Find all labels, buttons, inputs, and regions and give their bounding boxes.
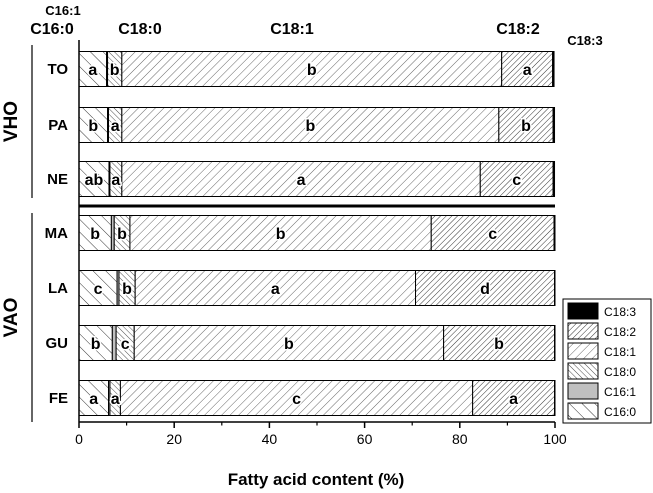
category-label-ma: MA <box>45 225 68 242</box>
bar-ne-c18-2 <box>479 161 554 197</box>
bar-la-c18-1 <box>134 270 417 306</box>
bar-ne-c18-3 <box>552 161 556 197</box>
bar-gu-c18-2 <box>443 325 556 361</box>
sig-letter-pa-c18-1: b <box>305 118 315 135</box>
sig-letter-ne-c18-2: c <box>512 172 521 189</box>
category-label-fe: FE <box>49 390 68 407</box>
legend-label-c18-2: C18:2 <box>604 325 636 339</box>
category-label-gu: GU <box>46 335 69 352</box>
sig-letter-fe-c16-0: a <box>89 391 98 408</box>
legend-swatch-c18-2 <box>567 322 599 340</box>
sig-letter-pa-c18-2: b <box>521 118 531 135</box>
bar-fe-c18-2 <box>472 380 556 416</box>
bar-pa-c18-2 <box>498 107 554 143</box>
legend-label-c16-0: C16:0 <box>604 405 636 419</box>
x-tick-label-80: 80 <box>452 431 468 447</box>
bar-ne-c18-1 <box>121 161 481 197</box>
bar-fe-c18-1 <box>119 380 474 416</box>
sig-letter-gu-c18-1: b <box>284 336 294 353</box>
top-label-c18-2: C18:2 <box>496 21 540 38</box>
category-label-ne: NE <box>47 171 68 188</box>
bar-to-c18-3 <box>552 51 555 87</box>
series-top-labels: C16:0 C16:1 C18:0 C18:1 C18:2 C18:3 <box>30 3 603 48</box>
group-labels: VHO VAO <box>1 45 33 422</box>
bar-pa-c18-1 <box>121 107 500 143</box>
top-label-c18-0: C18:0 <box>118 21 162 38</box>
top-label-c16-1: C16:1 <box>45 3 80 18</box>
sig-letter-ma-c18-0: b <box>117 226 127 243</box>
sig-letter-la-c16-0: c <box>94 281 103 298</box>
sig-letter-ne-c18-1: a <box>297 172 306 189</box>
sig-letter-to-c18-0: b <box>110 62 120 79</box>
category-labels: TO PA NE MA LA GU FE <box>45 61 69 407</box>
group-label-vao: VAO <box>1 298 22 338</box>
legend-label-c18-1: C18:1 <box>604 345 636 359</box>
bar-fe-c16-0 <box>78 380 110 416</box>
category-label-pa: PA <box>48 117 68 134</box>
x-tick-label-20: 20 <box>166 431 182 447</box>
sig-letter-ma-c16-0: b <box>90 226 100 243</box>
bar-gu-c18-1 <box>133 325 445 361</box>
sig-letter-to-c16-0: a <box>88 62 97 79</box>
sig-letter-gu-c16-0: b <box>91 336 101 353</box>
top-label-c18-3: C18:3 <box>567 33 602 48</box>
legend-swatch-c18-1 <box>567 342 599 360</box>
legend-label-c16-1: C16:1 <box>604 385 636 399</box>
legend: C18:3 C18:2 C18:1 C18:0 C16:1 C16:0 <box>562 298 652 424</box>
x-axis-label: Fatty acid content (%) <box>228 470 405 489</box>
legend-label-c18-3: C18:3 <box>604 305 636 319</box>
x-tick-label-40: 40 <box>262 431 278 447</box>
bar-pa-c16-0 <box>78 107 109 143</box>
bar-ma-c18-2 <box>430 215 555 251</box>
legend-label-c18-0: C18:0 <box>604 365 636 379</box>
legend-swatch-c16-1 <box>567 382 599 400</box>
sig-letter-la-c18-1: a <box>271 281 280 298</box>
sig-letter-la-c18-0: b <box>122 281 132 298</box>
sig-letter-ma-c18-1: b <box>276 226 286 243</box>
bar-to-c18-2 <box>501 51 554 87</box>
significance-letters: a b b ab a b bab a a cb b b cc b a db c b ba a c a <box>83 61 533 410</box>
sig-letter-ne-c18-0: a <box>111 172 120 189</box>
sig-letter-ne-c16-0: ab <box>85 172 104 189</box>
bar-ma-c16-0 <box>78 215 112 251</box>
sig-letter-fe-c18-1: c <box>292 391 301 408</box>
sig-letter-fe-c18-0: a <box>111 391 120 408</box>
legend-swatch-c18-0 <box>567 362 599 380</box>
group-label-vho: VHO <box>1 101 22 142</box>
sig-letter-ma-c18-2: c <box>488 226 497 243</box>
sig-letter-to-c18-2: a <box>523 62 532 79</box>
bar-pa-c18-3 <box>552 107 556 143</box>
top-label-c18-1: C18:1 <box>270 21 314 38</box>
bars-layer <box>78 51 556 416</box>
x-tick-label-100: 100 <box>543 431 567 447</box>
bar-gu-c16-1 <box>111 325 117 361</box>
legend-swatch-c16-0 <box>567 402 599 420</box>
sig-letter-fe-c18-2: a <box>509 391 518 408</box>
x-tick-label-60: 60 <box>357 431 373 447</box>
category-label-to: TO <box>47 61 68 78</box>
sig-letter-to-c18-1: b <box>307 62 317 79</box>
legend-box <box>562 298 652 424</box>
sig-letter-gu-c18-2: b <box>494 336 504 353</box>
legend-swatch-c18-3 <box>567 302 599 320</box>
sig-letter-pa-c16-0: b <box>88 118 98 135</box>
top-label-c16-0: C16:0 <box>30 21 74 38</box>
sig-letter-pa-c18-0: a <box>111 118 120 135</box>
category-label-la: LA <box>48 280 68 297</box>
x-tick-label-0: 0 <box>75 431 83 447</box>
bar-ma-c18-3 <box>553 215 556 251</box>
bar-la-c18-2 <box>415 270 556 306</box>
sig-letter-la-c18-2: d <box>480 281 490 298</box>
sig-letter-gu-c18-0: c <box>121 336 130 353</box>
axes: 0 20 40 60 80 100 <box>75 40 567 447</box>
